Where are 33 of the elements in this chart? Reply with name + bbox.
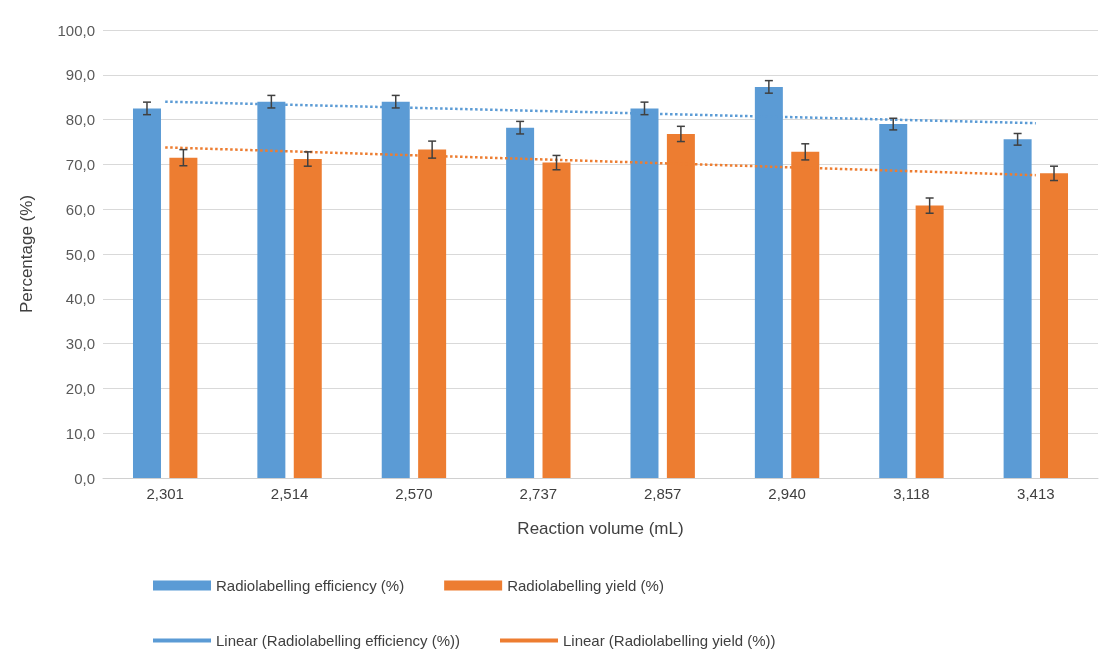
x-tick-label: 3,118: [893, 485, 930, 502]
x-tick-label: 2,737: [519, 485, 558, 502]
x-tick-label: 3,413: [1017, 485, 1055, 502]
y-tick-label: 10,0: [65, 424, 95, 442]
y-tick-label: 50,0: [65, 245, 95, 263]
y-tick-label: 80,0: [65, 111, 95, 129]
y-tick-label: 0,0: [74, 469, 95, 487]
y-axis-title: Percentage (%): [17, 194, 36, 314]
x-tick-label: 2,857: [643, 485, 682, 502]
legend-label: Radiolabelling yield (%): [507, 577, 664, 594]
x-tick-label: 2,940: [768, 485, 806, 502]
bar: [506, 127, 535, 478]
bar: [879, 124, 908, 478]
x-tick-label: 2,301: [146, 485, 184, 502]
x-tick-label: 2,570: [395, 485, 433, 502]
y-tick-label: 70,0: [65, 155, 95, 173]
x-tick-label: 2,514: [270, 485, 309, 502]
bar: [293, 159, 322, 478]
bar: [915, 205, 944, 478]
bar: [169, 157, 198, 478]
legend-label: Linear (Radiolabelling efficiency (%)): [216, 632, 461, 649]
legend-label: Linear (Radiolabelling yield (%)): [563, 632, 776, 649]
y-tick-label: 60,0: [65, 200, 95, 218]
bar: [1040, 173, 1069, 478]
bar: [132, 108, 161, 478]
y-tick-label: 40,0: [65, 290, 95, 308]
y-tick-label: 20,0: [65, 379, 95, 397]
x-axis-title: Reaction volume (mL): [517, 519, 684, 538]
y-tick-label: 100,0: [57, 21, 95, 39]
bar: [1003, 139, 1032, 478]
y-tick-label: 30,0: [65, 335, 95, 353]
legend-label: Radiolabelling efficiency (%): [216, 577, 405, 594]
y-tick-label: 90,0: [65, 66, 95, 84]
